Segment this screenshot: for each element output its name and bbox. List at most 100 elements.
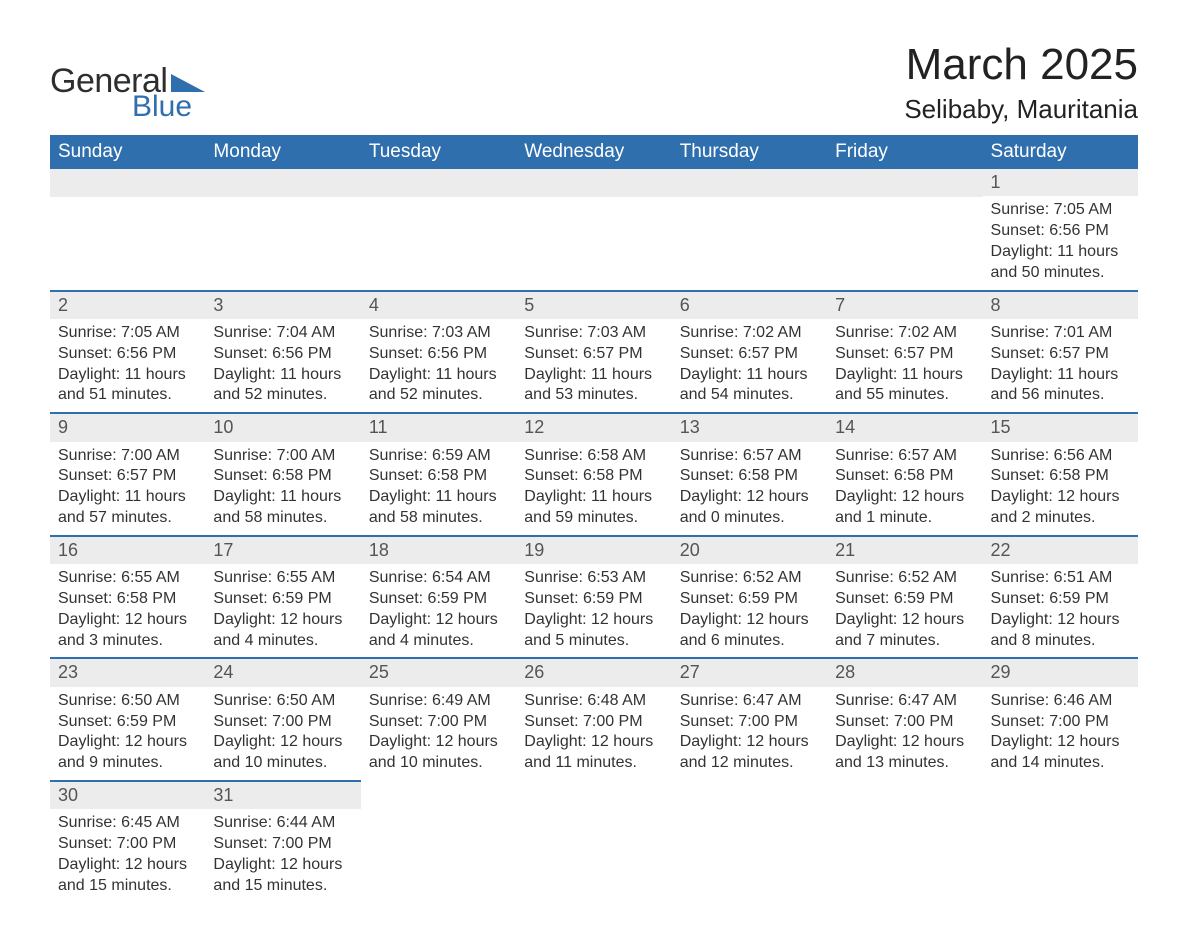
sunset-text: Sunset: 6:58 PM	[58, 589, 197, 610]
column-header: Thursday	[672, 135, 827, 169]
daylight-text: Daylight: 12 hours and 2 minutes.	[991, 487, 1130, 529]
sunset-text: Sunset: 6:57 PM	[524, 344, 663, 365]
calendar-cell: 11Sunrise: 6:59 AMSunset: 6:58 PMDayligh…	[361, 413, 516, 536]
daylight-text: Daylight: 12 hours and 12 minutes.	[680, 732, 819, 774]
sunset-text: Sunset: 7:00 PM	[524, 712, 663, 733]
daylight-text: Daylight: 12 hours and 10 minutes.	[369, 732, 508, 774]
sunrise-text: Sunrise: 6:52 AM	[680, 568, 819, 589]
sunrise-text: Sunrise: 6:53 AM	[524, 568, 663, 589]
daylight-text: Daylight: 12 hours and 10 minutes.	[213, 732, 352, 774]
sunrise-text: Sunrise: 7:00 AM	[58, 446, 197, 467]
day-details: Sunrise: 6:48 AMSunset: 7:00 PMDaylight:…	[516, 687, 671, 780]
sunset-text: Sunset: 6:56 PM	[369, 344, 508, 365]
sunrise-text: Sunrise: 6:50 AM	[213, 691, 352, 712]
calendar-cell: 15Sunrise: 6:56 AMSunset: 6:58 PMDayligh…	[983, 413, 1138, 536]
calendar-cell: 28Sunrise: 6:47 AMSunset: 7:00 PMDayligh…	[827, 658, 982, 781]
day-details: Sunrise: 6:49 AMSunset: 7:00 PMDaylight:…	[361, 687, 516, 780]
day-number: 8	[983, 292, 1138, 319]
daylight-text: Daylight: 11 hours and 58 minutes.	[213, 487, 352, 529]
sunrise-text: Sunrise: 6:55 AM	[58, 568, 197, 589]
day-number: 31	[205, 782, 360, 809]
day-number	[516, 169, 671, 197]
day-details: Sunrise: 6:59 AMSunset: 6:58 PMDaylight:…	[361, 442, 516, 535]
brand-blue: Blue	[132, 92, 205, 122]
sunset-text: Sunset: 6:58 PM	[369, 466, 508, 487]
calendar-cell	[205, 169, 360, 291]
sunrise-text: Sunrise: 6:46 AM	[991, 691, 1130, 712]
sunset-text: Sunset: 7:00 PM	[213, 834, 352, 855]
sunset-text: Sunset: 6:57 PM	[58, 466, 197, 487]
sunset-text: Sunset: 6:57 PM	[991, 344, 1130, 365]
calendar-cell: 23Sunrise: 6:50 AMSunset: 6:59 PMDayligh…	[50, 658, 205, 781]
day-details: Sunrise: 6:54 AMSunset: 6:59 PMDaylight:…	[361, 564, 516, 657]
calendar-cell	[672, 169, 827, 291]
day-number: 27	[672, 659, 827, 686]
day-number	[983, 781, 1138, 809]
sunset-text: Sunset: 7:00 PM	[991, 712, 1130, 733]
sunrise-text: Sunrise: 7:05 AM	[991, 200, 1130, 221]
sunrise-text: Sunrise: 6:51 AM	[991, 568, 1130, 589]
calendar-week: 2Sunrise: 7:05 AMSunset: 6:56 PMDaylight…	[50, 291, 1138, 414]
sunrise-text: Sunrise: 6:47 AM	[835, 691, 974, 712]
daylight-text: Daylight: 11 hours and 56 minutes.	[991, 365, 1130, 407]
calendar-cell: 8 Sunrise: 7:01 AMSunset: 6:57 PMDaylight…	[983, 291, 1138, 414]
sunrise-text: Sunrise: 7:04 AM	[213, 323, 352, 344]
day-details: Sunrise: 6:46 AMSunset: 7:00 PMDaylight:…	[983, 687, 1138, 780]
sunset-text: Sunset: 7:00 PM	[680, 712, 819, 733]
day-details: Sunrise: 6:44 AMSunset: 7:00 PMDaylight:…	[205, 809, 360, 902]
daylight-text: Daylight: 12 hours and 3 minutes.	[58, 610, 197, 652]
day-number: 26	[516, 659, 671, 686]
calendar-cell: 3Sunrise: 7:04 AMSunset: 6:56 PMDaylight…	[205, 291, 360, 414]
calendar-cell	[516, 781, 671, 903]
sunrise-text: Sunrise: 6:48 AM	[524, 691, 663, 712]
day-number	[516, 781, 671, 809]
sunrise-text: Sunrise: 6:59 AM	[369, 446, 508, 467]
sunrise-text: Sunrise: 7:01 AM	[991, 323, 1130, 344]
calendar-cell: 30Sunrise: 6:45 AMSunset: 7:00 PMDayligh…	[50, 781, 205, 903]
sunrise-text: Sunrise: 7:05 AM	[58, 323, 197, 344]
day-number	[361, 169, 516, 197]
day-details: Sunrise: 7:03 AMSunset: 6:57 PMDaylight:…	[516, 319, 671, 412]
day-number: 28	[827, 659, 982, 686]
sunset-text: Sunset: 6:58 PM	[991, 466, 1130, 487]
calendar-body: 1Sunrise: 7:05 AMSunset: 6:56 PMDaylight…	[50, 169, 1138, 902]
calendar-cell: 26Sunrise: 6:48 AMSunset: 7:00 PMDayligh…	[516, 658, 671, 781]
day-details: Sunrise: 7:03 AMSunset: 6:56 PMDaylight:…	[361, 319, 516, 412]
day-number: 30	[50, 782, 205, 809]
sunset-text: Sunset: 6:59 PM	[213, 589, 352, 610]
sunrise-text: Sunrise: 6:44 AM	[213, 813, 352, 834]
sunset-text: Sunset: 6:58 PM	[524, 466, 663, 487]
day-details: Sunrise: 6:51 AMSunset: 6:59 PMDaylight:…	[983, 564, 1138, 657]
calendar-cell	[50, 169, 205, 291]
day-details: Sunrise: 6:47 AMSunset: 7:00 PMDaylight:…	[827, 687, 982, 780]
day-number	[827, 169, 982, 197]
calendar-week: 16Sunrise: 6:55 AMSunset: 6:58 PMDayligh…	[50, 536, 1138, 659]
month-title: March 2025	[904, 40, 1138, 90]
daylight-text: Daylight: 11 hours and 55 minutes.	[835, 365, 974, 407]
brand-logo: General Blue	[50, 40, 205, 122]
calendar-week: 23Sunrise: 6:50 AMSunset: 6:59 PMDayligh…	[50, 658, 1138, 781]
calendar-cell: 5Sunrise: 7:03 AMSunset: 6:57 PMDaylight…	[516, 291, 671, 414]
day-details: Sunrise: 6:57 AMSunset: 6:58 PMDaylight:…	[672, 442, 827, 535]
location-title: Selibaby, Mauritania	[904, 94, 1138, 125]
daylight-text: Daylight: 12 hours and 8 minutes.	[991, 610, 1130, 652]
calendar-cell: 21Sunrise: 6:52 AMSunset: 6:59 PMDayligh…	[827, 536, 982, 659]
daylight-text: Daylight: 11 hours and 54 minutes.	[680, 365, 819, 407]
sunrise-text: Sunrise: 6:49 AM	[369, 691, 508, 712]
sunset-text: Sunset: 6:59 PM	[680, 589, 819, 610]
calendar-cell: 10Sunrise: 7:00 AMSunset: 6:58 PMDayligh…	[205, 413, 360, 536]
page-heading: March 2025 Selibaby, Mauritania	[904, 40, 1138, 125]
sunrise-text: Sunrise: 6:56 AM	[991, 446, 1130, 467]
day-number: 16	[50, 537, 205, 564]
column-header: Wednesday	[516, 135, 671, 169]
sunset-text: Sunset: 6:58 PM	[680, 466, 819, 487]
day-number: 10	[205, 414, 360, 441]
sunset-text: Sunset: 6:59 PM	[835, 589, 974, 610]
day-number: 22	[983, 537, 1138, 564]
day-number: 25	[361, 659, 516, 686]
sunrise-text: Sunrise: 7:00 AM	[213, 446, 352, 467]
daylight-text: Daylight: 11 hours and 52 minutes.	[369, 365, 508, 407]
sunset-text: Sunset: 6:56 PM	[58, 344, 197, 365]
day-details: Sunrise: 7:00 AMSunset: 6:58 PMDaylight:…	[205, 442, 360, 535]
daylight-text: Daylight: 11 hours and 58 minutes.	[369, 487, 508, 529]
